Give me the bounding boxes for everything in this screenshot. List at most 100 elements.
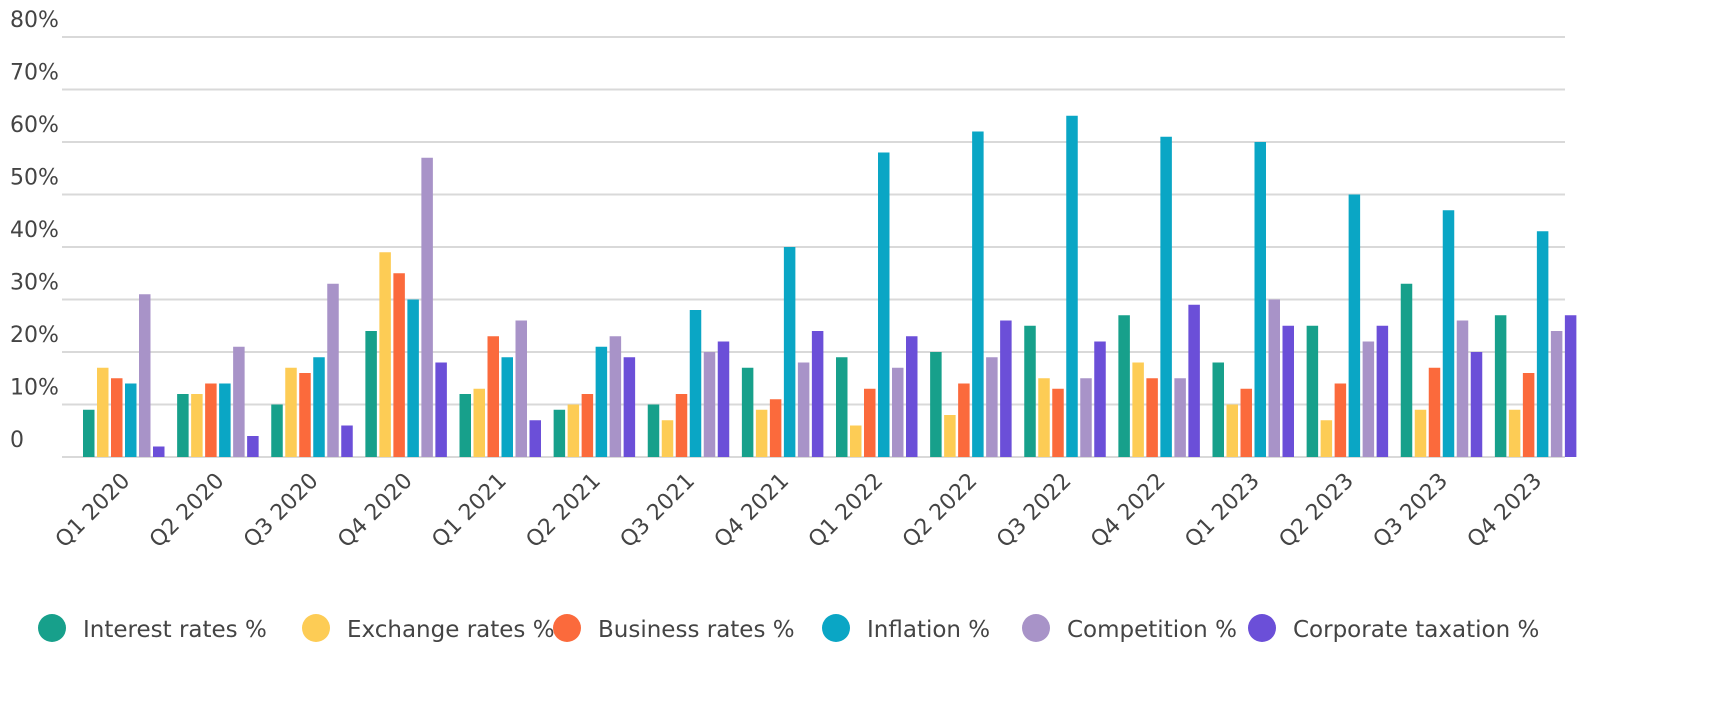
bar — [125, 383, 137, 457]
bar — [529, 420, 541, 457]
legend-label: Inflation % — [867, 617, 990, 643]
bar — [1080, 378, 1092, 457]
x-tick-label: Q4 2020 — [333, 469, 417, 553]
y-tick-label: 40% — [10, 218, 59, 243]
bar — [1188, 304, 1200, 457]
bar — [1376, 325, 1389, 457]
bar — [689, 310, 702, 457]
bar — [153, 446, 165, 457]
bar — [1000, 320, 1012, 457]
bar — [836, 357, 848, 457]
y-tick-label: 0 — [10, 428, 24, 453]
bar — [1400, 283, 1413, 457]
legend-item: Exchange rates % — [302, 614, 555, 643]
bar — [717, 341, 730, 457]
bar — [769, 399, 782, 457]
bar — [459, 394, 471, 457]
bar — [393, 273, 405, 457]
bar — [755, 409, 768, 457]
bar — [1414, 409, 1427, 457]
bar — [906, 336, 918, 457]
bar — [247, 436, 259, 457]
bar — [1212, 362, 1224, 457]
x-tick-label: Q2 2023 — [1275, 469, 1359, 553]
bar — [313, 357, 325, 457]
bar — [595, 346, 608, 457]
bar — [139, 294, 151, 457]
bar — [661, 420, 674, 457]
bar — [1522, 373, 1535, 457]
bar — [553, 409, 566, 457]
bar — [1132, 362, 1144, 457]
bar — [609, 336, 622, 457]
x-tick-label: Q3 2020 — [239, 469, 323, 553]
bar — [878, 152, 890, 457]
x-tick-label: Q2 2021 — [522, 469, 606, 553]
bar — [299, 373, 311, 457]
bar — [1428, 367, 1441, 457]
bar — [1240, 388, 1252, 457]
bar — [675, 394, 688, 457]
bar — [1334, 383, 1347, 457]
bar — [567, 404, 580, 457]
bar — [1160, 136, 1172, 457]
bar — [930, 352, 942, 457]
bar — [1362, 341, 1375, 457]
x-tick-label: Q1 2023 — [1180, 469, 1264, 553]
bar — [285, 367, 297, 457]
bar — [1118, 315, 1130, 457]
bar — [271, 404, 283, 457]
bar — [83, 409, 95, 457]
bar — [811, 331, 824, 457]
bar — [487, 336, 499, 457]
x-tick-label: Q4 2021 — [710, 469, 794, 553]
bar — [972, 131, 984, 457]
legend-label: Interest rates % — [83, 617, 267, 643]
legend-item: Business rates % — [553, 614, 795, 643]
legend-label: Competition % — [1067, 617, 1237, 643]
bar — [1508, 409, 1521, 457]
legend-label: Corporate taxation % — [1293, 617, 1539, 643]
bar — [986, 357, 998, 457]
legend-swatch — [1022, 614, 1050, 642]
bar — [205, 383, 217, 457]
bar — [191, 394, 203, 457]
bar — [623, 357, 636, 457]
bar — [1536, 231, 1549, 457]
bar — [1306, 325, 1319, 457]
x-tick-label: Q1 2022 — [804, 469, 888, 553]
bar — [958, 383, 970, 457]
legend-item: Inflation % — [822, 614, 990, 643]
bar — [864, 388, 876, 457]
legend-item: Interest rates % — [38, 614, 267, 643]
bar — [1320, 420, 1333, 457]
bar — [1282, 325, 1294, 457]
bar — [1564, 315, 1577, 457]
legend-label: Exchange rates % — [347, 617, 555, 643]
bar — [783, 247, 796, 457]
bar — [1348, 194, 1361, 457]
y-tick-label: 10% — [10, 376, 59, 401]
bar — [1254, 142, 1266, 457]
x-tick-label: Q1 2021 — [427, 469, 511, 553]
legend-label: Business rates % — [598, 617, 795, 643]
bar — [850, 425, 862, 457]
legend-swatch — [302, 614, 330, 642]
bar — [1146, 378, 1158, 457]
bar — [1494, 315, 1507, 457]
bar — [581, 394, 594, 457]
bar — [327, 283, 339, 457]
bar — [1052, 388, 1064, 457]
legend-swatch — [38, 614, 66, 642]
bar — [1024, 325, 1036, 457]
legend-item: Corporate taxation % — [1248, 614, 1539, 643]
bar — [1094, 341, 1106, 457]
bar — [1442, 210, 1455, 457]
bar — [1174, 378, 1186, 457]
x-tick-label: Q4 2023 — [1463, 469, 1547, 553]
bar — [1470, 352, 1483, 457]
bar — [797, 362, 810, 457]
bar — [892, 367, 904, 457]
y-tick-label: 70% — [10, 61, 59, 86]
